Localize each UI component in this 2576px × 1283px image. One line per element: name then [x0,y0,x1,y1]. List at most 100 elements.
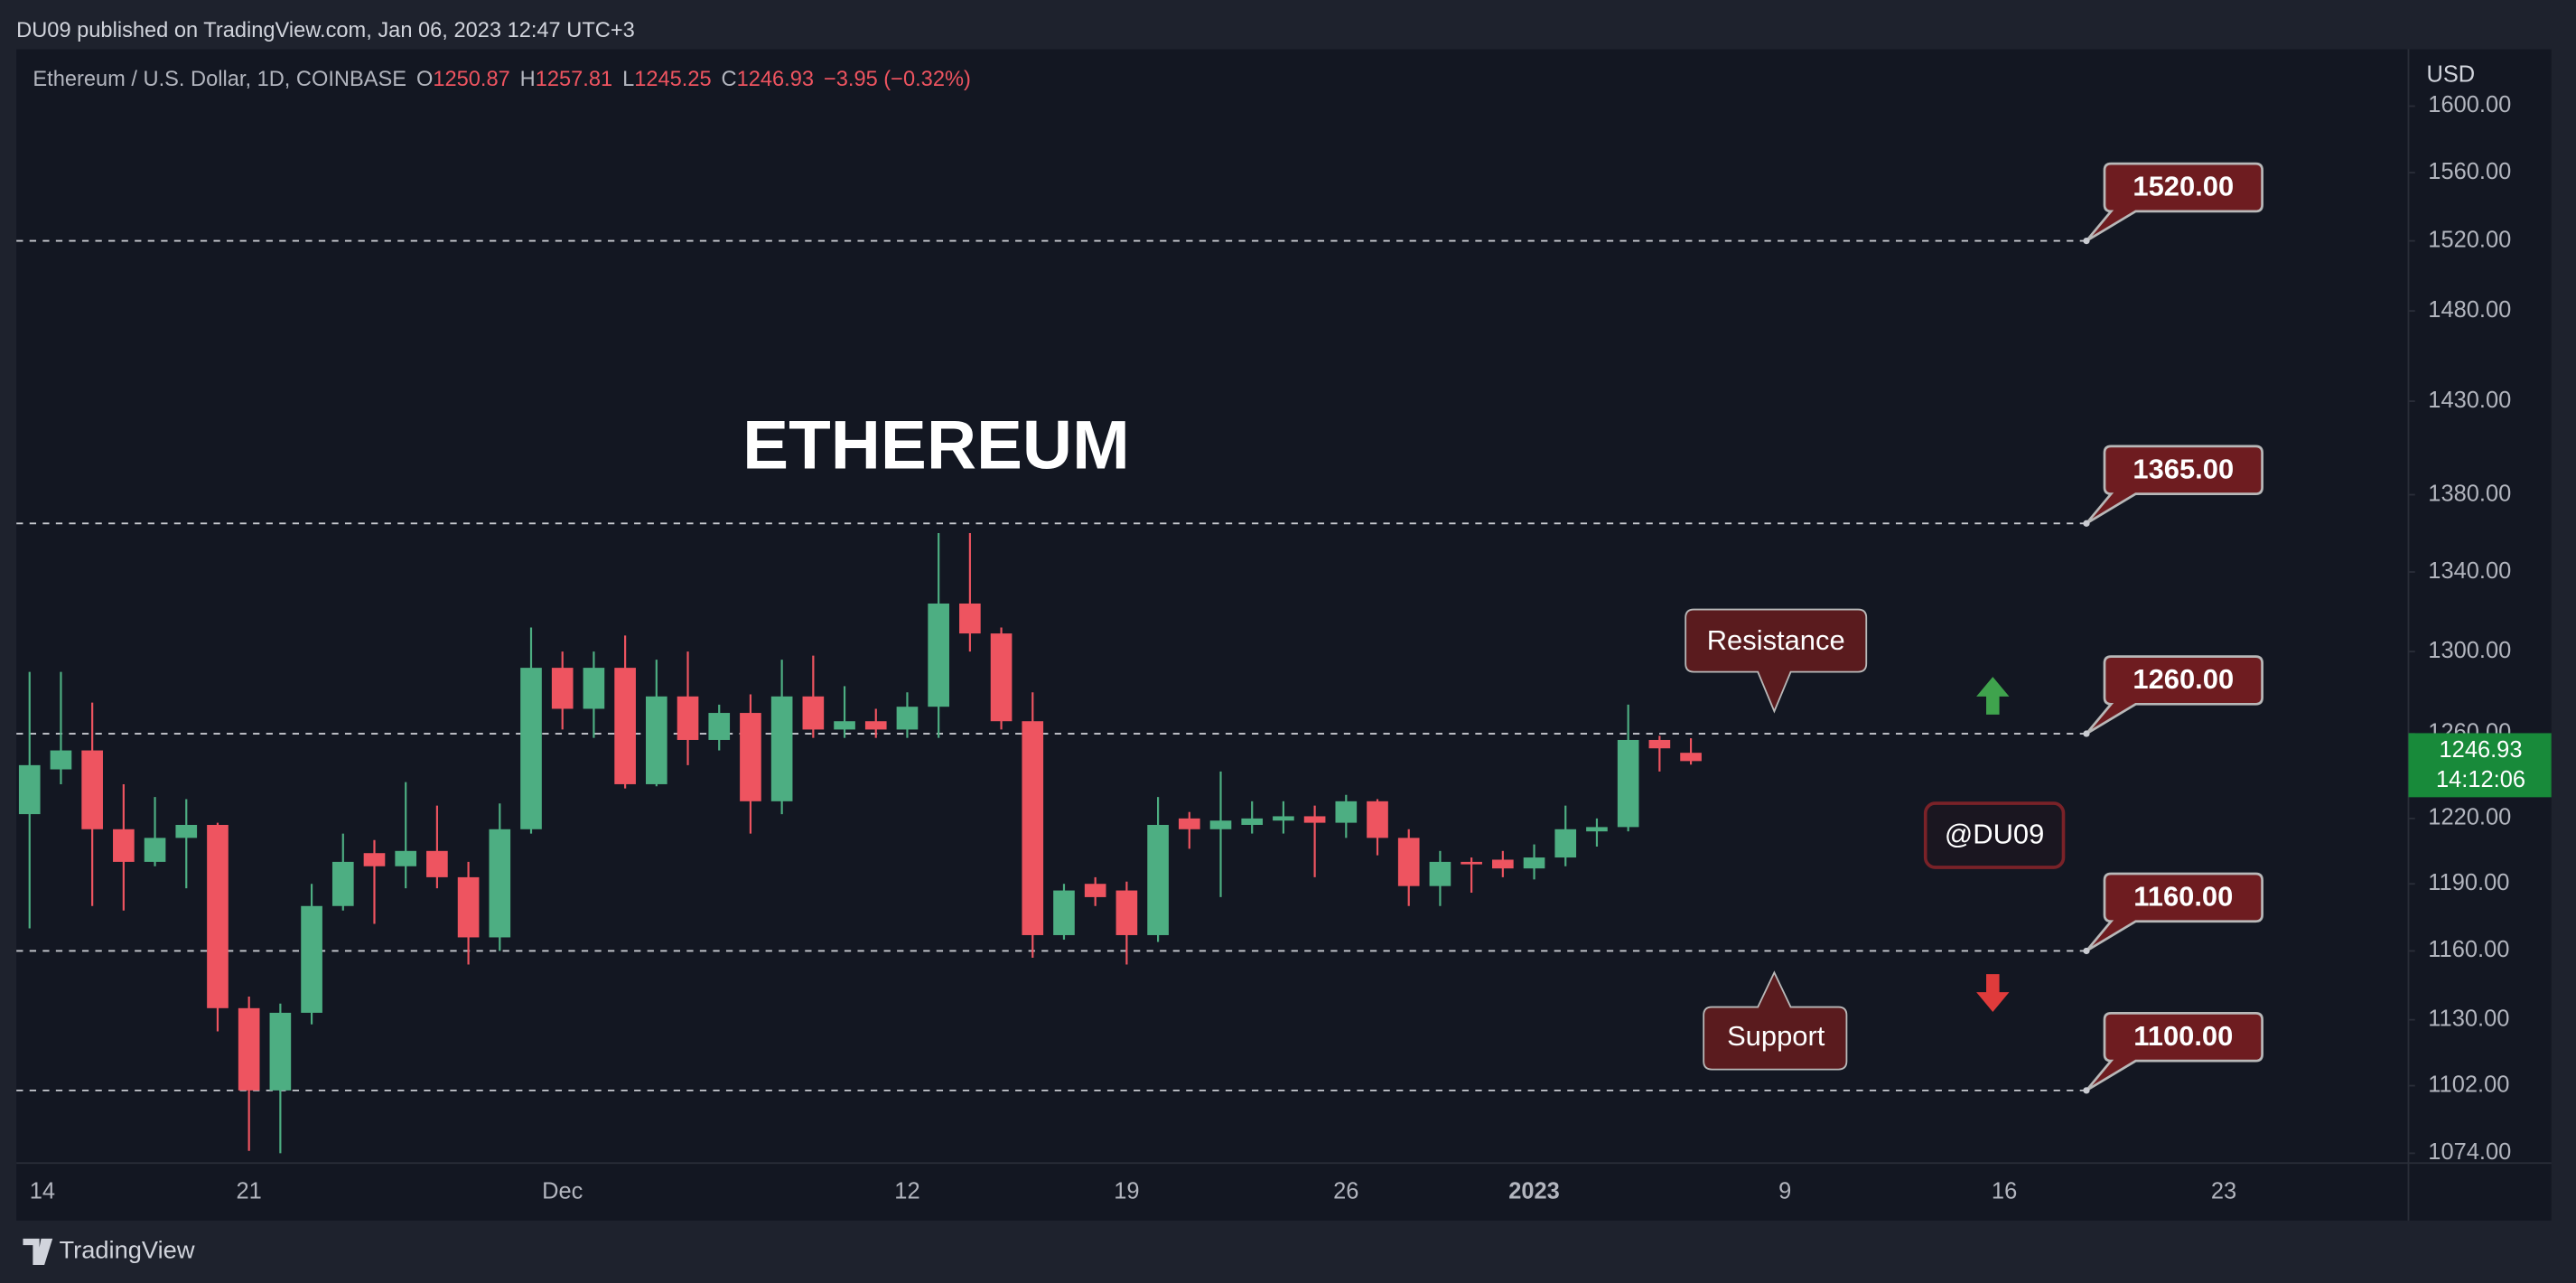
y-tick-label: 1220.00 [2428,805,2511,830]
candle-body [959,603,981,634]
candle-body [1617,739,1639,828]
candle-body [18,764,41,815]
price-tag-value: 1246.93 [2440,737,2523,763]
level-anchor [2083,1087,2090,1094]
candle-body [1241,818,1264,825]
close-value: 1246.93 [737,68,814,91]
candle-body [113,829,135,862]
up-arrow [1976,677,2010,715]
candle-body [614,668,636,784]
candle-body [864,721,887,730]
candle-body [1303,816,1326,823]
level-callout [2085,872,2263,952]
candle-body [489,829,511,938]
candle-body [457,876,480,938]
candle-body [1147,824,1169,935]
level-label: 1260.00 [2133,663,2234,695]
level-callout [2085,162,2263,242]
candle-body [1648,739,1671,749]
candle-body [583,668,605,709]
level-anchor [2083,947,2090,955]
symbol: Ethereum / U.S. Dollar, 1D, COINBASE [33,68,406,91]
candle-body [1680,753,1702,762]
candle-body [928,603,949,707]
candle-body [1554,829,1577,858]
candle-body [395,850,417,866]
support-label: Support [1727,1020,1825,1052]
candle-body [677,696,699,740]
x-tick-label: 16 [1992,1179,2017,1204]
y-tick-label: 1430.00 [2428,388,2511,413]
brand: TradingView [59,1236,194,1264]
candle-body [834,721,855,730]
level-label: 1100.00 [2133,1020,2233,1052]
candle-body [520,668,542,829]
plot: 1600.00 1560.00 1520.00 1480.00 1430.00 1380.… [16,92,2552,1204]
candle-body [363,853,386,866]
candle-body [1084,884,1106,897]
open-letter: O [416,68,433,91]
level-callout [2085,1012,2263,1092]
watermark-box [1923,801,2066,869]
support-callout [1703,970,1848,1071]
candle-body [1053,890,1075,935]
candle-body [331,861,354,906]
candle-body [551,668,574,709]
candle-body [81,750,103,829]
legend: Ethereum / U.S. Dollar, 1D, COINBASE O125… [33,68,970,91]
candle-body [1523,857,1545,869]
resistance-callout [1685,608,1868,714]
level-label: 1365.00 [2133,453,2234,484]
candle-body [1461,861,1482,865]
open-value: 1250.87 [433,68,509,91]
candle-body [770,696,793,801]
y-tick-label: 1102.00 [2428,1072,2509,1097]
candle-body [1367,801,1388,838]
x-tick-label: 2023 [1508,1179,1560,1204]
candle-body [175,824,198,838]
y-tick-label: 1300.00 [2428,638,2511,663]
currency: USD [2426,61,2475,87]
watermark: @DU09 [1945,819,2044,850]
candle-body [269,1012,292,1091]
candle-body [708,713,731,740]
x-tick-label: 21 [237,1179,262,1204]
y-tick-label: 1600.00 [2428,92,2511,117]
x-tick-label: 9 [1778,1179,1791,1204]
candle-body [207,824,229,1008]
x-tick-label: 12 [894,1179,919,1204]
candle-body [50,750,72,770]
level-anchor [2083,237,2090,245]
candle-body [896,707,919,730]
candle-body [1273,816,1294,821]
candle-body [1115,890,1138,935]
price-tag-countdown: 14:12:06 [2436,767,2525,792]
level-callout [2085,655,2263,735]
y-tick-label: 1160.00 [2428,937,2509,962]
resistance-label: Resistance [1707,624,1845,656]
high-value: 1257.81 [536,68,612,91]
y-tick-label: 1380.00 [2428,481,2511,506]
brand-logo [23,1238,53,1265]
candle-body [1209,820,1232,829]
y-tick-label: 1074.00 [2428,1139,2511,1165]
candle-body [144,838,166,862]
publisher: DU09 published on TradingView.com, Jan 0… [16,19,635,42]
candle-body [301,905,322,1013]
y-tick-label: 1190.00 [2428,870,2509,895]
y-tick-label: 1480.00 [2428,297,2511,323]
candle-body [990,633,1013,722]
x-tick-label: 14 [30,1179,55,1204]
candle-body [1022,721,1044,935]
level-callout [2085,445,2263,525]
x-tick-label: Dec [542,1179,583,1204]
change: −3.95 (−0.32%) [824,68,971,91]
low-value: 1245.25 [634,68,711,91]
candle-body [1178,818,1200,829]
level-anchor [2083,520,2090,527]
down-arrow [1976,974,2010,1012]
x-tick-label: 19 [1114,1179,1139,1204]
price-tag [2408,733,2552,798]
